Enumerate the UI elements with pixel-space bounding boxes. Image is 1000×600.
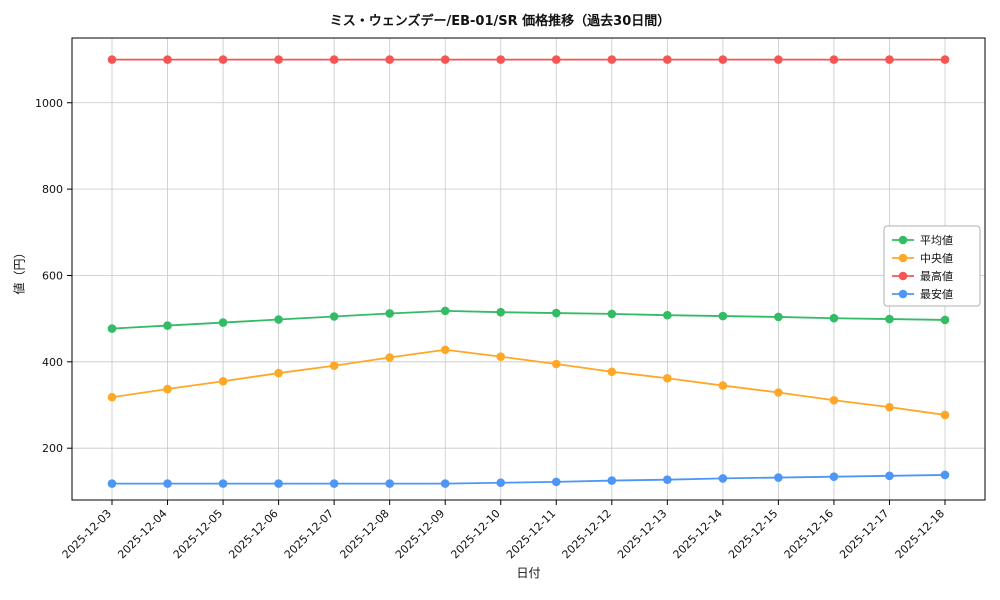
svg-text:2025-12-16: 2025-12-16 xyxy=(782,507,836,561)
svg-text:2025-12-17: 2025-12-17 xyxy=(837,507,891,561)
svg-text:最安値: 最安値 xyxy=(920,287,953,301)
svg-text:2025-12-11: 2025-12-11 xyxy=(504,507,558,561)
svg-text:200: 200 xyxy=(42,442,63,455)
svg-text:400: 400 xyxy=(42,356,63,369)
svg-text:2025-12-18: 2025-12-18 xyxy=(893,507,947,561)
series-最高値 xyxy=(107,55,950,64)
svg-text:2025-12-06: 2025-12-06 xyxy=(226,507,280,561)
svg-text:800: 800 xyxy=(42,183,63,196)
x-axis: 2025-12-03 2025-12-04 2025-12-05 2025-12-06… xyxy=(60,500,947,561)
svg-text:2025-12-12: 2025-12-12 xyxy=(560,507,614,561)
grid-lines xyxy=(72,38,985,500)
series-最安値 xyxy=(107,470,950,488)
x-axis-label: 日付 xyxy=(516,566,541,580)
svg-text:2025-12-08: 2025-12-08 xyxy=(337,507,391,561)
svg-text:2025-12-03: 2025-12-03 xyxy=(60,507,114,561)
series-平均値 xyxy=(107,306,950,333)
y-axis: 200 400 600 800 1000 xyxy=(35,97,72,455)
svg-text:最高値: 最高値 xyxy=(920,269,953,283)
svg-text:2025-12-09: 2025-12-09 xyxy=(393,507,447,561)
svg-text:2025-12-05: 2025-12-05 xyxy=(171,507,225,561)
plot-border xyxy=(71,37,986,501)
svg-text:1000: 1000 xyxy=(35,97,63,110)
svg-text:2025-12-13: 2025-12-13 xyxy=(615,507,669,561)
svg-text:2025-12-14: 2025-12-14 xyxy=(671,507,725,561)
svg-text:600: 600 xyxy=(42,269,63,282)
svg-text:中央値: 中央値 xyxy=(920,252,953,265)
svg-text:2025-12-07: 2025-12-07 xyxy=(282,507,336,561)
svg-text:2025-12-04: 2025-12-04 xyxy=(115,507,169,561)
svg-text:平均値: 平均値 xyxy=(920,234,953,247)
svg-text:2025-12-10: 2025-12-10 xyxy=(448,507,502,561)
chart-title: ミス・ウェンズデー/EB-01/SR 価格推移（過去30日間） xyxy=(329,14,671,29)
series-中央値 xyxy=(107,345,950,420)
svg-text:2025-12-15: 2025-12-15 xyxy=(726,507,780,561)
